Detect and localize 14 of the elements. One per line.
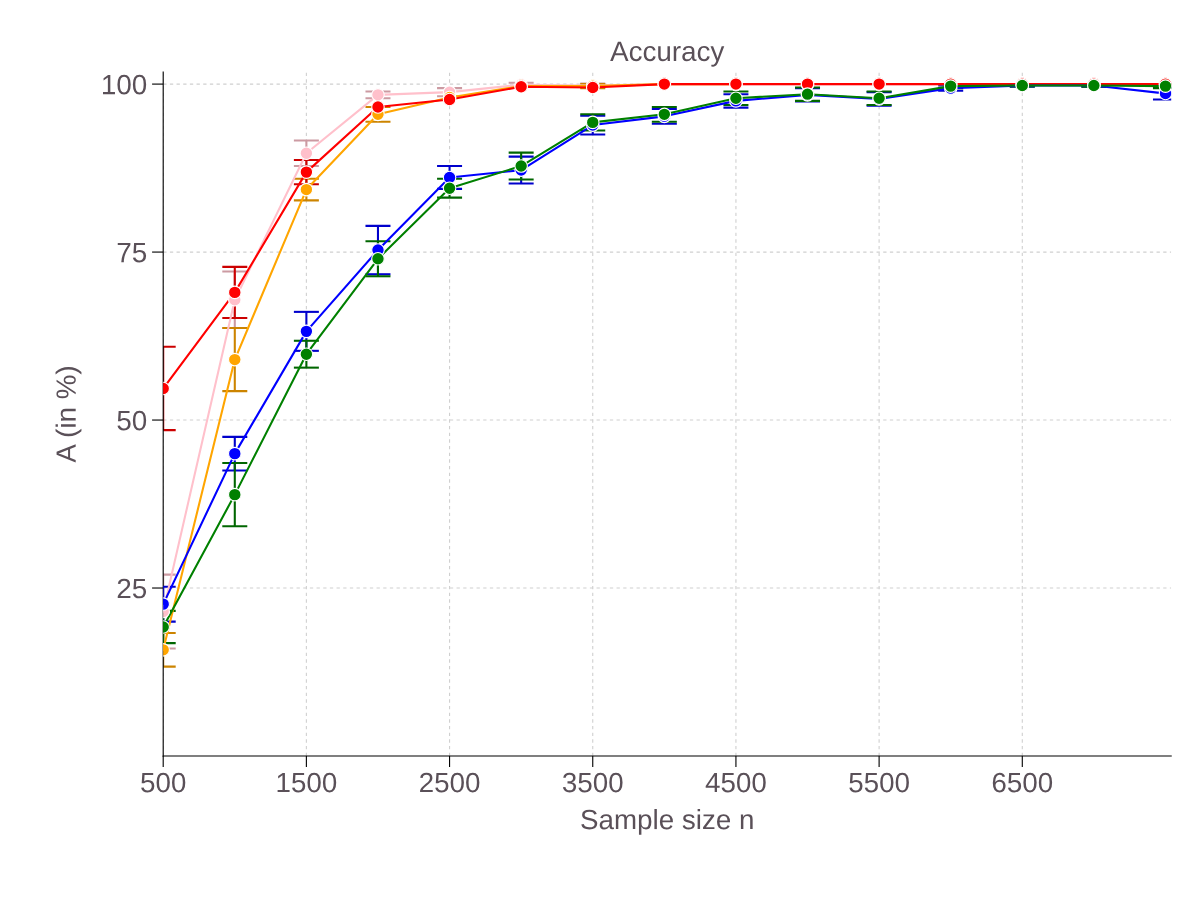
x-tick-label: 500 <box>141 772 186 793</box>
x-tick-label: 3500 <box>562 772 623 793</box>
y-tick-label: 100 <box>103 74 147 95</box>
x-tick-label: 4500 <box>705 772 766 793</box>
x-tick-label: 1500 <box>277 772 337 793</box>
x-tick-label: 2500 <box>420 772 480 793</box>
y-tick-label: 50 <box>117 410 147 431</box>
y-tick-label: 25 <box>117 578 147 599</box>
x-axis-title: Sample size n <box>581 808 753 835</box>
chart-title: Accuracy <box>610 41 725 67</box>
y-tick-label: 75 <box>117 243 147 263</box>
x-tick-label: 5500 <box>849 772 909 793</box>
y-axis-title: A (in %) <box>55 367 82 463</box>
x-tick-label: 6500 <box>992 772 1053 793</box>
